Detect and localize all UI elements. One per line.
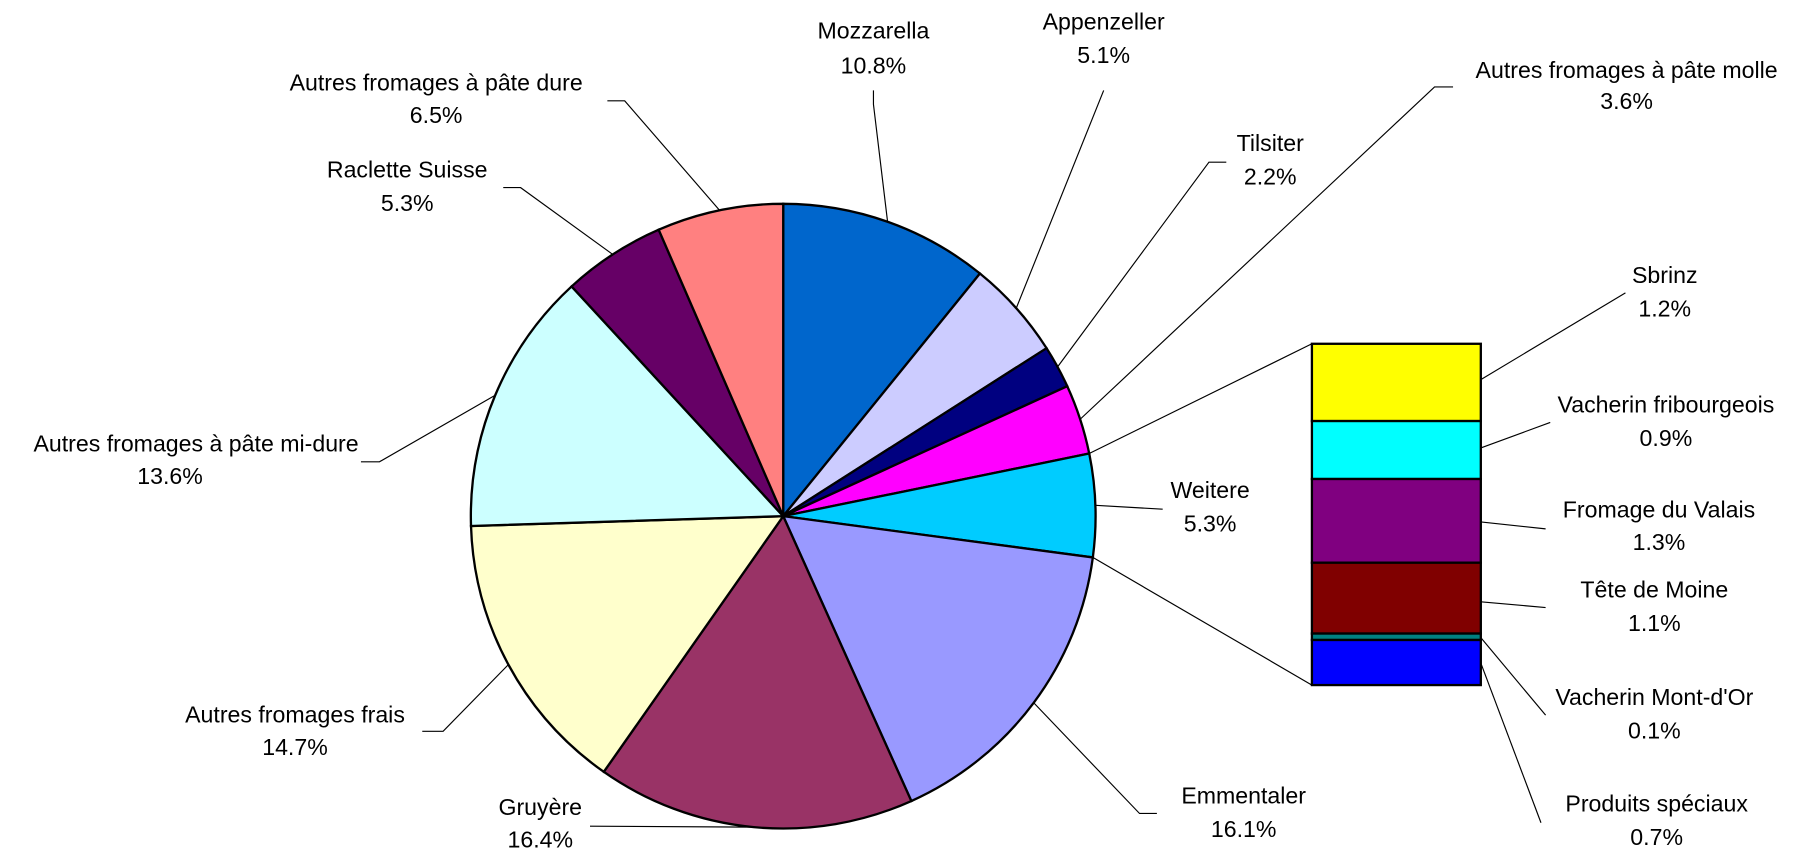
connector-line (1088, 343, 1313, 455)
leader-line (1095, 504, 1163, 510)
bar-value-label: 1.3% (1633, 529, 1686, 555)
slice-label: Mozzarella (818, 18, 930, 44)
slice-value-label: 5.1% (1077, 42, 1130, 68)
leader-line (1480, 601, 1546, 609)
slice-label: Autres fromages à pâte dure (290, 70, 583, 96)
bar-value-label: 0.7% (1630, 824, 1683, 850)
bar-segment (1310, 638, 1482, 687)
leader-line (1480, 662, 1542, 823)
slice-label: Autres fromages frais (185, 701, 405, 727)
bar-value-label: 0.9% (1640, 425, 1693, 451)
leader-line (1480, 421, 1551, 449)
bar-segment (1310, 419, 1482, 481)
slice-value-label: 10.8% (841, 52, 907, 78)
leader-line (1480, 521, 1546, 530)
slice-label: Emmentaler (1181, 782, 1306, 808)
bar-segment (1310, 561, 1482, 635)
slice-value-label: 14.7% (262, 734, 328, 760)
leader-line (1480, 292, 1626, 381)
leader-line (1015, 90, 1105, 309)
slice-value-label: 13.6% (137, 463, 203, 489)
bar-label: Fromage du Valais (1563, 497, 1755, 523)
pie-slice (782, 202, 982, 520)
leader-line (360, 394, 496, 463)
slice-value-label: 5.3% (1184, 511, 1237, 537)
leader-line (590, 825, 754, 828)
leader-line (422, 664, 509, 732)
slice-label: Autres fromages à pâte mi-dure (33, 431, 358, 457)
pie-slice (602, 513, 913, 830)
slice-value-label: 2.2% (1244, 163, 1297, 189)
slice-label: Autres fromages à pâte molle (1476, 57, 1778, 83)
pie-slice (469, 284, 786, 528)
leader-line (1033, 702, 1157, 815)
bar-segment (1310, 342, 1482, 423)
slice-value-label: 6.5% (410, 102, 463, 128)
slice-label: Tilsiter (1237, 130, 1305, 156)
pie-slice (657, 202, 785, 517)
slice-value-label: 3.6% (1600, 88, 1653, 114)
bar-label: Produits spéciaux (1565, 790, 1748, 816)
leader-line (607, 100, 721, 211)
bar-label: Sbrinz (1632, 262, 1698, 288)
leader-line (1079, 86, 1454, 420)
bar-label: Vacherin Mont-d'Or (1555, 684, 1753, 710)
bar-label: Tête de Moine (1580, 576, 1728, 602)
bar-segment (1310, 477, 1482, 564)
slice-value-label: 16.1% (1211, 816, 1277, 842)
leader-line (872, 90, 889, 222)
leader-line (1057, 161, 1227, 368)
leader-line (503, 187, 614, 255)
bar-value-label: 1.2% (1638, 295, 1691, 321)
slice-value-label: 5.3% (381, 190, 434, 216)
slice-label: Weitere (1170, 477, 1249, 503)
slice-label: Raclette Suisse (327, 157, 488, 183)
slice-label: Appenzeller (1043, 8, 1165, 34)
slice-label: Gruyère (498, 794, 582, 820)
bar-value-label: 0.1% (1628, 718, 1681, 744)
bar-value-label: 1.1% (1628, 610, 1681, 636)
leader-line (1480, 637, 1547, 716)
slice-value-label: 16.4% (507, 826, 573, 852)
bar-label: Vacherin fribourgeois (1558, 391, 1775, 417)
connector-line (1092, 556, 1313, 686)
